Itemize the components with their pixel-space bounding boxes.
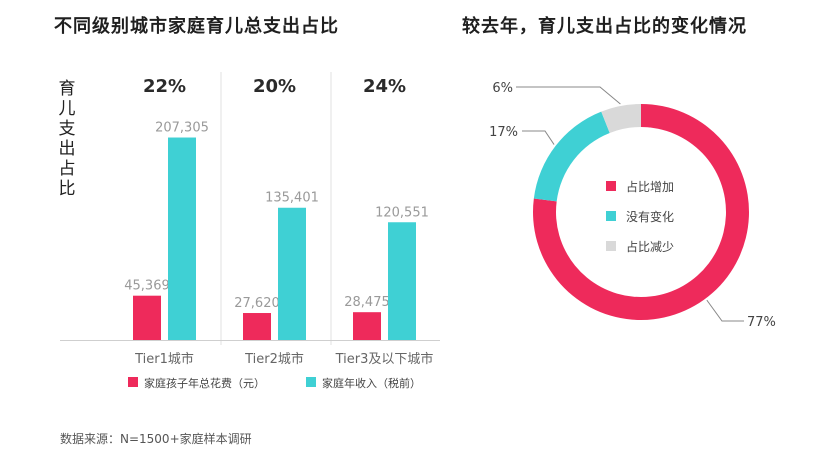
y-axis-label-char: 育 xyxy=(59,79,76,99)
y-axis-label-char: 儿 xyxy=(59,99,76,119)
donut-slice xyxy=(601,104,641,133)
slice-label: 17% xyxy=(489,125,518,140)
income-bar xyxy=(168,137,196,340)
bar-value-label: 28,475 xyxy=(344,295,390,310)
spend-bar xyxy=(243,313,271,340)
spend-bar xyxy=(133,295,161,340)
y-axis-label-char: 支 xyxy=(59,119,76,139)
income-bar xyxy=(278,207,306,340)
legend-swatch xyxy=(128,377,138,387)
bar-value-label: 120,551 xyxy=(375,205,429,220)
ratio-label: 22% xyxy=(143,76,186,97)
income-bar xyxy=(388,222,416,340)
legend-swatch xyxy=(306,377,316,387)
legend-label: 家庭孩子年总花费（元） xyxy=(144,376,265,390)
bar-chart-title: 不同级别城市家庭育儿总支出占比 xyxy=(54,16,339,37)
donut-chart-title: 较去年，育儿支出占比的变化情况 xyxy=(462,16,747,37)
x-tick-label: Tier1城市 xyxy=(134,351,194,367)
donut-legend-swatch xyxy=(606,181,616,191)
x-tick-label: Tier2城市 xyxy=(244,351,304,367)
bar-value-label: 207,305 xyxy=(155,121,209,136)
legend-label: 家庭年收入（税前） xyxy=(322,376,421,390)
callout-line xyxy=(706,299,744,322)
y-axis-label-char: 出 xyxy=(59,139,76,159)
donut-legend-label: 没有变化 xyxy=(626,209,674,224)
spend-bar xyxy=(353,312,381,340)
donut-legend-label: 占比增加 xyxy=(626,179,674,194)
bar-value-label: 27,620 xyxy=(234,296,280,311)
ratio-label: 20% xyxy=(253,76,296,97)
ratio-label: 24% xyxy=(363,76,406,97)
source-note: 数据来源：N=1500+家庭样本调研 xyxy=(60,432,252,446)
donut-legend-label: 占比减少 xyxy=(626,239,674,254)
y-axis-label-char: 占 xyxy=(59,159,76,179)
slice-label: 6% xyxy=(492,81,513,96)
donut-legend-swatch xyxy=(606,241,616,251)
callout-line xyxy=(522,130,555,145)
x-tick-label: Tier3及以下城市 xyxy=(335,351,434,367)
slice-label: 77% xyxy=(747,315,776,330)
bar-value-label: 135,401 xyxy=(265,191,319,206)
callout-line xyxy=(516,86,621,105)
y-axis-label-char: 比 xyxy=(59,179,76,199)
bar-value-label: 45,369 xyxy=(124,279,170,294)
donut-legend-swatch xyxy=(606,211,616,221)
donut-slice xyxy=(533,111,610,202)
